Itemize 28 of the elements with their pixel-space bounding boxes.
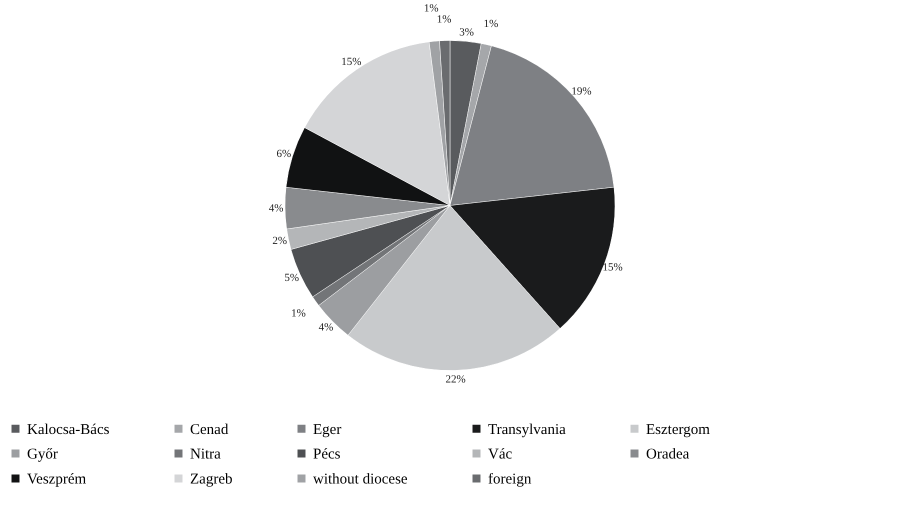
legend-label: foreign — [488, 472, 532, 488]
data-label: 15% — [602, 262, 623, 274]
legend-label: without diocese — [313, 472, 408, 488]
legend-label: Eger — [313, 422, 342, 438]
legend-label: Kalocsa-Bács — [27, 422, 110, 438]
data-label: 1% — [291, 307, 306, 320]
data-label: 6% — [276, 148, 292, 160]
data-label: 19% — [571, 86, 592, 98]
legend-label: Esztergom — [646, 422, 710, 438]
legend-label: Győr — [27, 446, 58, 462]
data-label: 5% — [284, 272, 300, 284]
data-label: 4% — [318, 322, 334, 334]
data-label: 22% — [445, 373, 466, 386]
legend-label: Veszprém — [27, 472, 86, 488]
data-label: 1% — [436, 14, 452, 26]
legend-label: Cenad — [190, 422, 229, 438]
legend-label: Pécs — [313, 446, 341, 462]
data-label: 2% — [272, 235, 288, 248]
legend-label: Oradea — [646, 446, 690, 462]
data-label: 1% — [424, 2, 439, 14]
data-label: 4% — [268, 202, 284, 214]
data-label: 3% — [459, 26, 474, 38]
legend-label: Vác — [488, 446, 512, 462]
legend-label: Zagreb — [190, 472, 232, 488]
legend-label: Transylvania — [488, 422, 566, 438]
data-label: 15% — [341, 56, 362, 68]
legend-label: Nitra — [190, 446, 222, 462]
data-label: 1% — [484, 18, 498, 30]
